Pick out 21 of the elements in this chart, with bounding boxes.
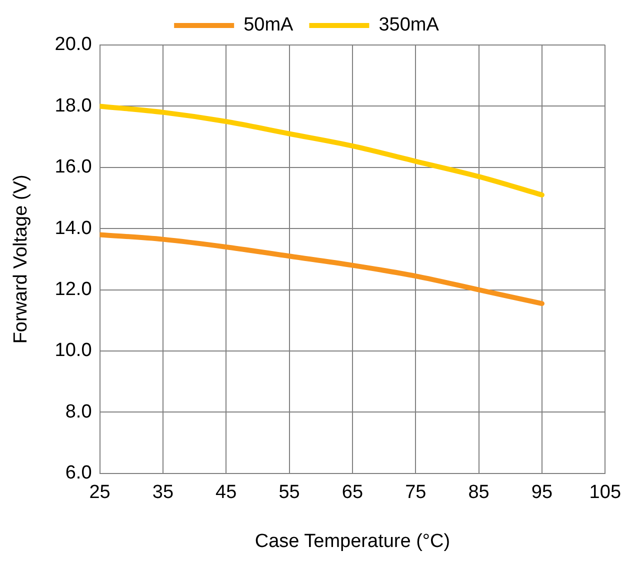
- x-tick-label: 75: [405, 482, 426, 504]
- y-tick-label: 12.0: [54, 279, 92, 300]
- y-tick-label: 10.0: [54, 340, 92, 362]
- x-tick-label: 55: [278, 482, 300, 504]
- x-tick-label: 95: [531, 482, 553, 504]
- y-tick-label: 16.0: [54, 156, 92, 178]
- y-tick-label: 14.0: [54, 218, 92, 239]
- x-tick-label: 35: [152, 482, 174, 504]
- y-tick-label: 20.0: [54, 34, 92, 56]
- x-tick-label: 85: [468, 482, 490, 504]
- x-tick-label: 105: [589, 482, 621, 504]
- y-tick-label: 8.0: [65, 401, 92, 422]
- legend-label: 50mA: [244, 14, 294, 36]
- x-tick-label: 25: [89, 482, 110, 504]
- y-axis-title: Forward Voltage (V): [10, 174, 32, 344]
- y-tick-label: 6.0: [65, 462, 92, 484]
- legend-label: 350mA: [378, 14, 440, 36]
- x-tick-label: 45: [216, 482, 237, 504]
- x-axis-title: Case Temperature (°C): [254, 530, 450, 552]
- x-tick-label: 65: [342, 482, 364, 504]
- y-tick-label: 18.0: [54, 95, 92, 116]
